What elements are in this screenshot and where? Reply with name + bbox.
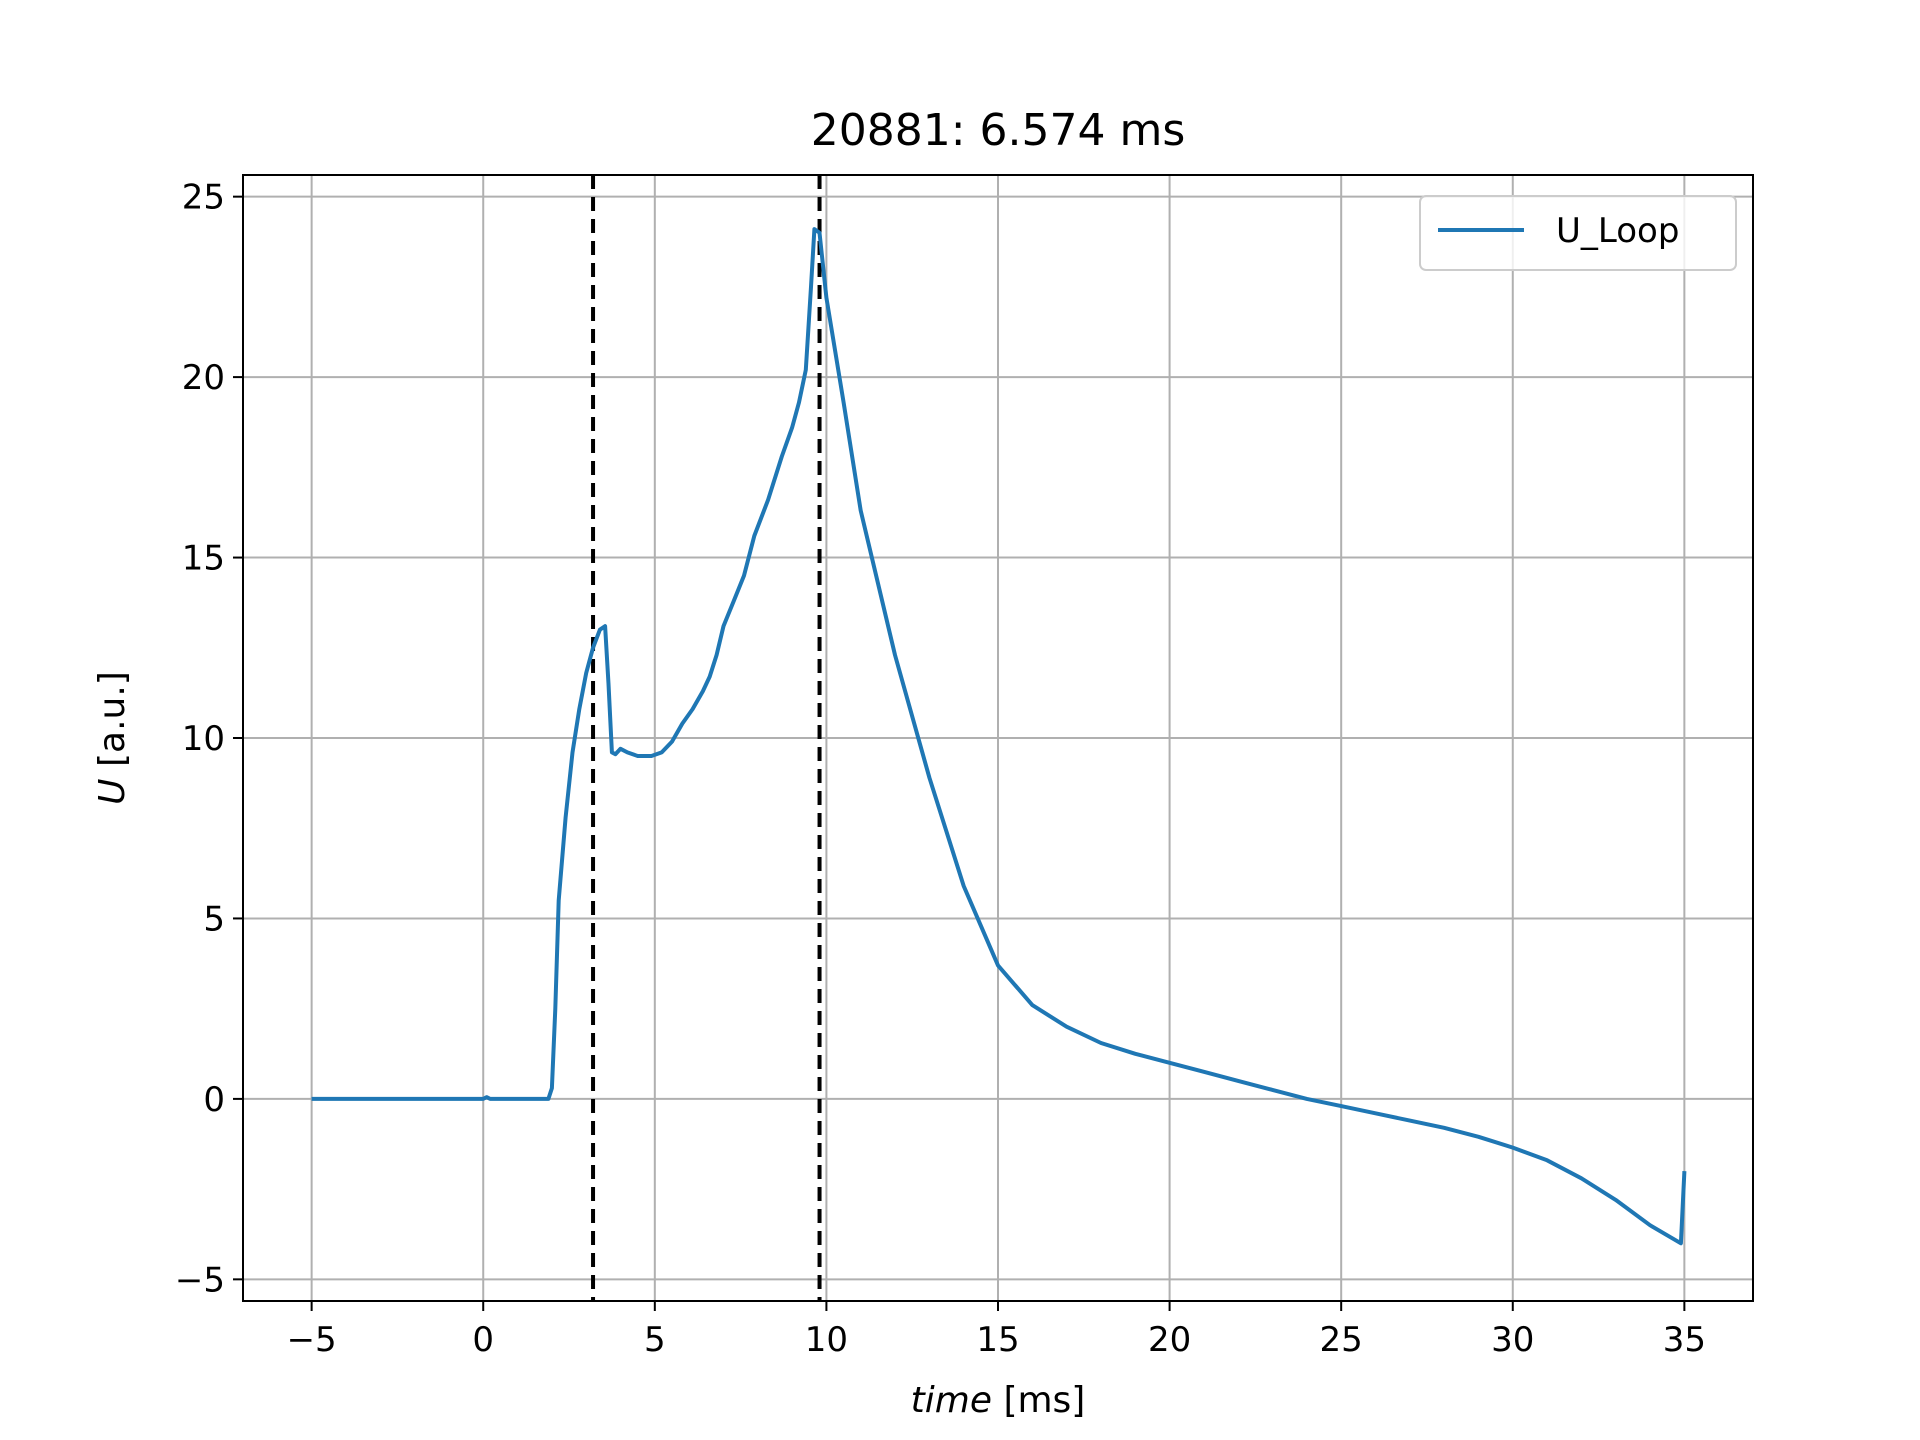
reference-lines	[591, 175, 822, 1301]
x-tick-label: 20	[1148, 1320, 1191, 1360]
legend-label-u-loop: U_Loop	[1556, 211, 1679, 251]
x-tick-label: 25	[1320, 1320, 1363, 1360]
y-tick-label: 10	[182, 719, 225, 759]
x-tick-label: 5	[644, 1320, 666, 1360]
x-axis-label-unit-text: [ms]	[1003, 1380, 1085, 1421]
y-axis-ticks: −5 0 5 10 15 20 25	[175, 178, 243, 1300]
chart-title: 20881: 6.574 ms	[811, 105, 1186, 156]
y-tick-label: 0	[203, 1080, 225, 1120]
y-axis-label-var: U	[92, 778, 133, 804]
x-axis-ticks: −5 0 5 10 15 20 25 30 35	[287, 1301, 1706, 1360]
x-tick-label: 0	[472, 1320, 494, 1360]
x-tick-label: −5	[287, 1320, 337, 1360]
series-layer	[311, 227, 1687, 1246]
grid-lines	[243, 175, 1753, 1301]
x-tick-label: 10	[805, 1320, 848, 1360]
x-tick-label: 30	[1491, 1320, 1534, 1360]
y-axis-label: U [a.u.]	[92, 671, 133, 805]
legend: U_Loop	[1419, 195, 1737, 271]
y-tick-label: 20	[182, 358, 225, 398]
y-tick-label: 25	[182, 178, 225, 218]
x-tick-label: 35	[1663, 1320, 1706, 1360]
x-axis-label-var: time	[911, 1380, 992, 1421]
legend-box	[1419, 195, 1737, 271]
y-axis-label-unit: [a.u.]	[92, 671, 133, 767]
y-tick-label: 15	[182, 539, 225, 579]
x-axis-label: time [ms]	[911, 1380, 1086, 1421]
y-tick-label: −5	[175, 1260, 225, 1300]
series-line-u-loop	[311, 227, 1687, 1246]
x-tick-label: 15	[976, 1320, 1019, 1360]
y-tick-label: 5	[203, 899, 225, 939]
